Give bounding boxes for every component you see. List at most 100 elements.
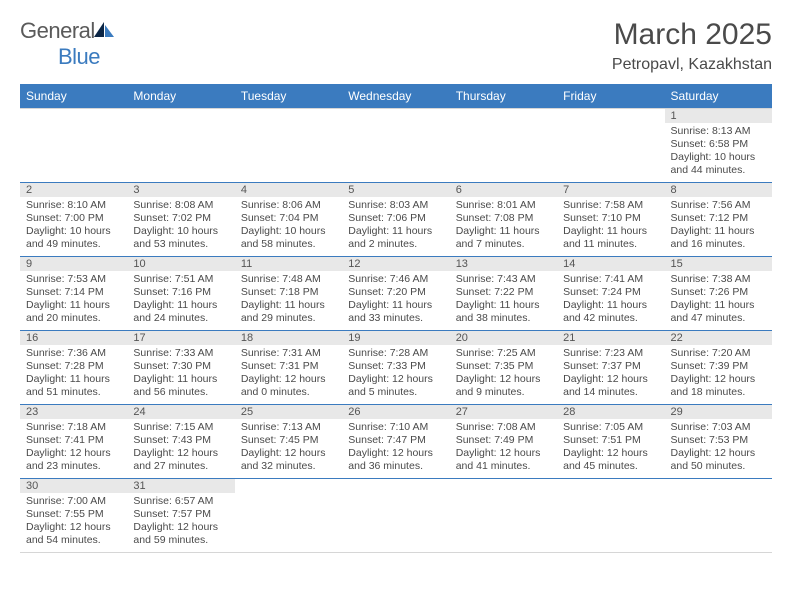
day-number: 14 — [557, 257, 664, 271]
daylight-text: Daylight: 12 hours and 14 minutes. — [563, 373, 658, 399]
day-header: Friday — [557, 84, 664, 109]
calendar-cell: 1Sunrise: 8:13 AMSunset: 6:58 PMDaylight… — [665, 109, 772, 183]
daylight-text: Daylight: 11 hours and 2 minutes. — [348, 225, 443, 251]
sunrise-text: Sunrise: 8:10 AM — [26, 199, 121, 212]
day-content: Sunrise: 7:51 AMSunset: 7:16 PMDaylight:… — [127, 271, 234, 330]
day-content: Sunrise: 7:41 AMSunset: 7:24 PMDaylight:… — [557, 271, 664, 330]
calendar-cell: 19Sunrise: 7:28 AMSunset: 7:33 PMDayligh… — [342, 331, 449, 405]
sunrise-text: Sunrise: 7:51 AM — [133, 273, 228, 286]
page-title: March 2025 — [612, 18, 772, 52]
daylight-text: Daylight: 12 hours and 41 minutes. — [456, 447, 551, 473]
calendar-cell — [235, 479, 342, 553]
sunrise-text: Sunrise: 7:00 AM — [26, 495, 121, 508]
day-number: 8 — [665, 183, 772, 197]
calendar-cell — [127, 109, 234, 183]
day-content: Sunrise: 8:06 AMSunset: 7:04 PMDaylight:… — [235, 197, 342, 256]
day-content: Sunrise: 8:01 AMSunset: 7:08 PMDaylight:… — [450, 197, 557, 256]
day-header: Tuesday — [235, 84, 342, 109]
daylight-text: Daylight: 10 hours and 49 minutes. — [26, 225, 121, 251]
day-number: 5 — [342, 183, 449, 197]
daylight-text: Daylight: 11 hours and 29 minutes. — [241, 299, 336, 325]
daylight-text: Daylight: 11 hours and 42 minutes. — [563, 299, 658, 325]
day-number: 29 — [665, 405, 772, 419]
daylight-text: Daylight: 11 hours and 56 minutes. — [133, 373, 228, 399]
day-number: 26 — [342, 405, 449, 419]
calendar-cell — [557, 109, 664, 183]
daylight-text: Daylight: 11 hours and 24 minutes. — [133, 299, 228, 325]
day-number: 15 — [665, 257, 772, 271]
day-number: 7 — [557, 183, 664, 197]
logo-text: GeneralBlue — [20, 18, 115, 70]
sunrise-text: Sunrise: 7:41 AM — [563, 273, 658, 286]
header: GeneralBlue March 2025 Petropavl, Kazakh… — [20, 18, 772, 74]
sunrise-text: Sunrise: 7:18 AM — [26, 421, 121, 434]
sunset-text: Sunset: 7:30 PM — [133, 360, 228, 373]
logo-word-2: Blue — [58, 44, 100, 69]
calendar-cell: 23Sunrise: 7:18 AMSunset: 7:41 PMDayligh… — [20, 405, 127, 479]
calendar-week: 23Sunrise: 7:18 AMSunset: 7:41 PMDayligh… — [20, 405, 772, 479]
day-number: 28 — [557, 405, 664, 419]
sunrise-text: Sunrise: 7:58 AM — [563, 199, 658, 212]
day-content: Sunrise: 7:56 AMSunset: 7:12 PMDaylight:… — [665, 197, 772, 256]
sunset-text: Sunset: 7:55 PM — [26, 508, 121, 521]
calendar-cell: 8Sunrise: 7:56 AMSunset: 7:12 PMDaylight… — [665, 183, 772, 257]
day-content: Sunrise: 8:08 AMSunset: 7:02 PMDaylight:… — [127, 197, 234, 256]
daylight-text: Daylight: 12 hours and 45 minutes. — [563, 447, 658, 473]
daylight-text: Daylight: 11 hours and 16 minutes. — [671, 225, 766, 251]
sunrise-text: Sunrise: 8:03 AM — [348, 199, 443, 212]
calendar-cell — [557, 479, 664, 553]
calendar-cell: 24Sunrise: 7:15 AMSunset: 7:43 PMDayligh… — [127, 405, 234, 479]
day-number: 20 — [450, 331, 557, 345]
daylight-text: Daylight: 12 hours and 5 minutes. — [348, 373, 443, 399]
sunset-text: Sunset: 7:14 PM — [26, 286, 121, 299]
sunset-text: Sunset: 7:06 PM — [348, 212, 443, 225]
calendar-cell: 25Sunrise: 7:13 AMSunset: 7:45 PMDayligh… — [235, 405, 342, 479]
sunrise-text: Sunrise: 7:53 AM — [26, 273, 121, 286]
calendar-cell: 15Sunrise: 7:38 AMSunset: 7:26 PMDayligh… — [665, 257, 772, 331]
calendar-table: SundayMondayTuesdayWednesdayThursdayFrid… — [20, 84, 772, 553]
day-content: Sunrise: 7:53 AMSunset: 7:14 PMDaylight:… — [20, 271, 127, 330]
sunrise-text: Sunrise: 7:31 AM — [241, 347, 336, 360]
day-number: 25 — [235, 405, 342, 419]
logo-word-1: General — [20, 18, 95, 43]
day-number: 12 — [342, 257, 449, 271]
sunset-text: Sunset: 7:39 PM — [671, 360, 766, 373]
sunset-text: Sunset: 7:02 PM — [133, 212, 228, 225]
sunset-text: Sunset: 7:45 PM — [241, 434, 336, 447]
calendar-week: 9Sunrise: 7:53 AMSunset: 7:14 PMDaylight… — [20, 257, 772, 331]
day-number: 4 — [235, 183, 342, 197]
calendar-week: 16Sunrise: 7:36 AMSunset: 7:28 PMDayligh… — [20, 331, 772, 405]
day-number: 6 — [450, 183, 557, 197]
day-content: Sunrise: 7:00 AMSunset: 7:55 PMDaylight:… — [20, 493, 127, 552]
sunrise-text: Sunrise: 7:28 AM — [348, 347, 443, 360]
calendar-cell: 20Sunrise: 7:25 AMSunset: 7:35 PMDayligh… — [450, 331, 557, 405]
daylight-text: Daylight: 12 hours and 18 minutes. — [671, 373, 766, 399]
day-number: 27 — [450, 405, 557, 419]
sunset-text: Sunset: 7:08 PM — [456, 212, 551, 225]
daylight-text: Daylight: 12 hours and 59 minutes. — [133, 521, 228, 547]
sunset-text: Sunset: 7:51 PM — [563, 434, 658, 447]
sunrise-text: Sunrise: 7:46 AM — [348, 273, 443, 286]
sunset-text: Sunset: 7:12 PM — [671, 212, 766, 225]
daylight-text: Daylight: 11 hours and 47 minutes. — [671, 299, 766, 325]
sunset-text: Sunset: 7:18 PM — [241, 286, 336, 299]
day-content: Sunrise: 8:03 AMSunset: 7:06 PMDaylight:… — [342, 197, 449, 256]
sunset-text: Sunset: 7:53 PM — [671, 434, 766, 447]
calendar-cell: 13Sunrise: 7:43 AMSunset: 7:22 PMDayligh… — [450, 257, 557, 331]
day-number: 21 — [557, 331, 664, 345]
day-content: Sunrise: 7:20 AMSunset: 7:39 PMDaylight:… — [665, 345, 772, 404]
daylight-text: Daylight: 11 hours and 33 minutes. — [348, 299, 443, 325]
day-number: 9 — [20, 257, 127, 271]
day-number: 18 — [235, 331, 342, 345]
sunrise-text: Sunrise: 8:08 AM — [133, 199, 228, 212]
day-content: Sunrise: 7:08 AMSunset: 7:49 PMDaylight:… — [450, 419, 557, 478]
calendar-cell — [20, 109, 127, 183]
calendar-cell: 18Sunrise: 7:31 AMSunset: 7:31 PMDayligh… — [235, 331, 342, 405]
calendar-week: 1Sunrise: 8:13 AMSunset: 6:58 PMDaylight… — [20, 109, 772, 183]
calendar-body: 1Sunrise: 8:13 AMSunset: 6:58 PMDaylight… — [20, 109, 772, 553]
day-content: Sunrise: 7:46 AMSunset: 7:20 PMDaylight:… — [342, 271, 449, 330]
sunrise-text: Sunrise: 8:13 AM — [671, 125, 766, 138]
sunrise-text: Sunrise: 7:15 AM — [133, 421, 228, 434]
calendar-header-row: SundayMondayTuesdayWednesdayThursdayFrid… — [20, 84, 772, 109]
sunrise-text: Sunrise: 7:13 AM — [241, 421, 336, 434]
